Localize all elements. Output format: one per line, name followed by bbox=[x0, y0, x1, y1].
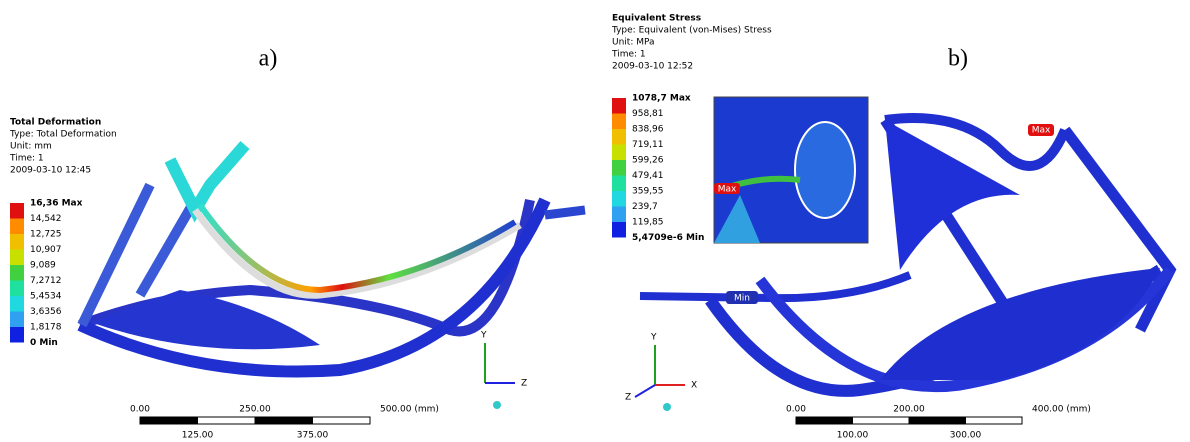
color-band bbox=[10, 281, 24, 297]
scale-segment bbox=[853, 417, 910, 424]
legend-level: 599,26 bbox=[632, 156, 664, 166]
color-band bbox=[612, 176, 626, 192]
legend-level: 1,8178 bbox=[30, 323, 62, 333]
legend-level: 239,7 bbox=[632, 202, 658, 212]
panel-label: b) bbox=[948, 46, 968, 72]
triad-ball bbox=[493, 401, 501, 409]
color-band bbox=[10, 312, 24, 328]
legend-level: 0 Min bbox=[30, 338, 58, 348]
scale-segment bbox=[313, 417, 371, 424]
scale-segment bbox=[198, 417, 256, 424]
legend-level: 16,36 Max bbox=[30, 199, 83, 209]
scale-label: 100.00 bbox=[837, 431, 869, 441]
axis-label: Y bbox=[650, 333, 657, 343]
color-band bbox=[10, 265, 24, 281]
color-band bbox=[612, 207, 626, 223]
legend-line: Unit: MPa bbox=[612, 38, 655, 48]
legend-level: 10,907 bbox=[30, 245, 62, 255]
legend-level: 719,11 bbox=[632, 140, 664, 150]
axis-label: Y bbox=[480, 331, 487, 341]
axis-label: Z bbox=[521, 379, 527, 389]
axis-label: Z bbox=[625, 393, 631, 403]
inset-max-marker: Max bbox=[718, 185, 737, 195]
scale-segment bbox=[796, 417, 853, 424]
legend-line: 2009-03-10 12:45 bbox=[10, 166, 91, 176]
color-band bbox=[10, 327, 24, 343]
legend-line: Time: 1 bbox=[9, 154, 44, 164]
scale-label: 375.00 bbox=[297, 431, 329, 441]
color-band bbox=[612, 222, 626, 238]
model-a bbox=[80, 145, 585, 372]
color-band bbox=[10, 296, 24, 312]
legend-title: Total Deformation bbox=[10, 118, 101, 128]
legend-level: 838,96 bbox=[632, 125, 664, 135]
color-band bbox=[612, 98, 626, 114]
max-marker: Max bbox=[1032, 126, 1051, 136]
legend-line: Type: Equivalent (von-Mises) Stress bbox=[611, 26, 772, 36]
model-b bbox=[640, 97, 1170, 391]
min-marker: Min bbox=[734, 294, 750, 304]
scale-label: 0.00 bbox=[786, 405, 806, 415]
legend-level: 14,542 bbox=[30, 214, 62, 224]
legend-level: 9,089 bbox=[30, 261, 56, 271]
legend-level: 12,725 bbox=[30, 230, 62, 240]
color-band bbox=[10, 219, 24, 235]
legend-level: 5,4709e-6 Min bbox=[632, 233, 704, 243]
triad-ball bbox=[663, 403, 671, 411]
scale-segment bbox=[966, 417, 1023, 424]
scale-label: 300.00 bbox=[950, 431, 982, 441]
legend-level: 958,81 bbox=[632, 109, 664, 119]
scale-segment bbox=[140, 417, 198, 424]
legend-level: 359,55 bbox=[632, 187, 664, 197]
legend-line: Time: 1 bbox=[611, 50, 646, 60]
legend-level: 119,85 bbox=[632, 218, 664, 228]
axis-arrow bbox=[635, 385, 655, 397]
scale-label: 500.00 (mm) bbox=[380, 405, 439, 415]
legend-level: 5,4534 bbox=[30, 292, 62, 302]
color-band bbox=[612, 160, 626, 176]
legend-line: Unit: mm bbox=[10, 142, 52, 152]
legend-line: 2009-03-10 12:52 bbox=[612, 62, 693, 72]
scale-label: 125.00 bbox=[182, 431, 214, 441]
scale-label: 400.00 (mm) bbox=[1032, 405, 1091, 415]
scale-label: 0.00 bbox=[130, 405, 150, 415]
color-band bbox=[612, 129, 626, 145]
legend-level: 479,41 bbox=[632, 171, 664, 181]
color-band bbox=[612, 145, 626, 161]
legend-level: 1078,7 Max bbox=[632, 94, 691, 104]
axis-label: X bbox=[691, 381, 697, 391]
color-band bbox=[10, 234, 24, 250]
scale-label: 200.00 bbox=[893, 405, 925, 415]
legend-level: 3,6356 bbox=[30, 307, 62, 317]
panel-label: a) bbox=[259, 46, 278, 72]
color-band bbox=[10, 203, 24, 219]
legend-line: Type: Total Deformation bbox=[9, 130, 117, 140]
color-band bbox=[612, 114, 626, 130]
scale-segment bbox=[909, 417, 966, 424]
scale-label: 250.00 bbox=[239, 405, 271, 415]
scale-segment bbox=[255, 417, 313, 424]
color-band bbox=[10, 250, 24, 266]
color-band bbox=[612, 191, 626, 207]
figure: a) b) Max Min Max Total Deformation Type:… bbox=[0, 0, 1190, 442]
legend-title: Equivalent Stress bbox=[612, 14, 701, 24]
legend-level: 7,2712 bbox=[30, 276, 62, 286]
